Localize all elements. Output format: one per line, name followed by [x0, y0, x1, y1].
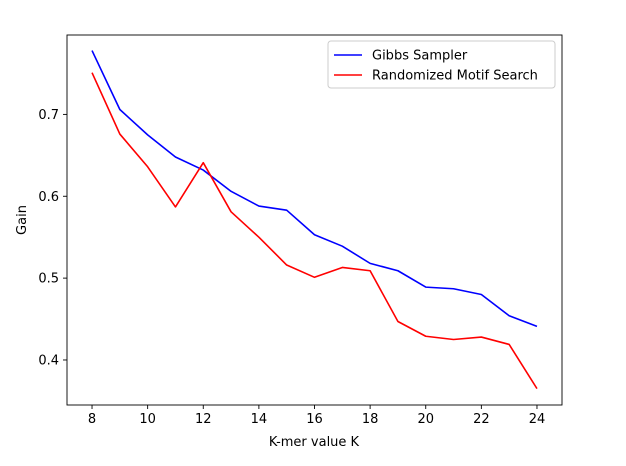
series-line-1 [91, 72, 538, 390]
legend-box [327, 40, 556, 89]
legend-label: Randomized Motif Search [372, 69, 538, 84]
y-tick-label: 0.5 [38, 272, 59, 287]
y-tick-label: 0.7 [38, 108, 59, 123]
y-axis-ticks: 0.4 0.5 0.6 0.7 [38, 108, 67, 368]
y-axis-label: Gain [15, 205, 30, 235]
legend-label: Gibbs Sampler [372, 49, 468, 64]
x-tick-label: 24 [529, 412, 546, 427]
x-tick-label: 8 [88, 412, 96, 427]
series-line-0 [91, 50, 538, 328]
x-tick-label: 14 [251, 412, 268, 427]
x-axis-label: K-mer value K [269, 435, 360, 450]
x-tick-label: 10 [139, 412, 156, 427]
legend: Gibbs Sampler Randomized Motif Search [327, 40, 556, 89]
x-tick-label: 20 [417, 412, 434, 427]
x-tick-label: 18 [362, 412, 379, 427]
y-tick-label: 0.6 [38, 190, 59, 205]
x-axis-ticks: 8 10 12 14 16 18 20 22 24 [88, 405, 545, 427]
x-tick-label: 16 [306, 412, 323, 427]
series-lines [91, 50, 538, 390]
x-tick-label: 22 [473, 412, 490, 427]
plot-area [67, 35, 562, 405]
y-tick-label: 0.4 [38, 353, 59, 368]
x-tick-label: 12 [195, 412, 212, 427]
